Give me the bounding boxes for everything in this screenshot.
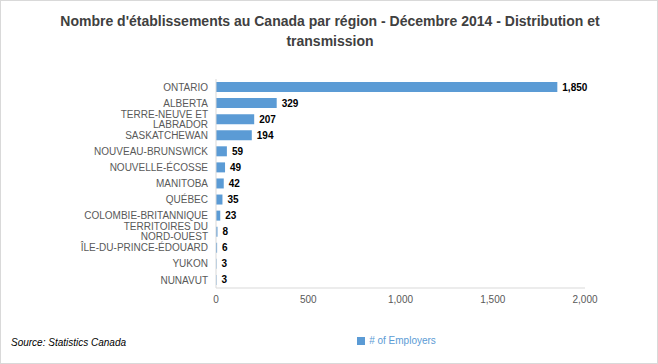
svg-text:COLOMBIE-BRITANNIQUE: COLOMBIE-BRITANNIQUE — [84, 210, 208, 221]
svg-text:207: 207 — [259, 114, 276, 125]
svg-text:SASKATCHEWAN: SASKATCHEWAN — [125, 130, 208, 141]
svg-text:MANITOBA: MANITOBA — [156, 178, 208, 189]
svg-text:42: 42 — [229, 178, 241, 189]
svg-text:8: 8 — [222, 226, 228, 237]
svg-text:NOUVEAU-BRUNSWICK: NOUVEAU-BRUNSWICK — [94, 146, 208, 157]
svg-text:1,500: 1,500 — [480, 294, 505, 305]
svg-text:59: 59 — [232, 146, 244, 157]
svg-text:35: 35 — [227, 194, 239, 205]
svg-text:194: 194 — [257, 130, 274, 141]
svg-text:QUÉBEC: QUÉBEC — [166, 193, 208, 205]
svg-text:1,000: 1,000 — [388, 294, 413, 305]
svg-text:YUKON: YUKON — [172, 258, 208, 269]
svg-text:TERRITOIRES DUNORD-OUEST: TERRITOIRES DUNORD-OUEST — [124, 221, 208, 242]
svg-text:0: 0 — [213, 294, 219, 305]
svg-text:NUNAVUT: NUNAVUT — [160, 275, 208, 286]
svg-text:329: 329 — [282, 98, 299, 109]
svg-text:6: 6 — [222, 242, 228, 253]
svg-text:2,000: 2,000 — [572, 294, 597, 305]
svg-text:1,850: 1,850 — [562, 82, 587, 93]
svg-text:NOUVELLE-ÉCOSSE: NOUVELLE-ÉCOSSE — [110, 161, 209, 173]
svg-text:ALBERTA: ALBERTA — [163, 98, 208, 109]
svg-text:TERRE-NEUVE ETLABRADOR: TERRE-NEUVE ETLABRADOR — [121, 109, 208, 130]
svg-text:ONTARIO: ONTARIO — [163, 82, 208, 93]
svg-text:23: 23 — [225, 210, 237, 221]
html-text:Source: Statistics Canada: Source: Statistics Canada — [11, 337, 127, 348]
svg-text:500: 500 — [300, 294, 317, 305]
svg-text:3: 3 — [222, 258, 228, 269]
svg-text:49: 49 — [230, 162, 242, 173]
svg-text:3: 3 — [222, 274, 228, 285]
html-text:# of Employers: # of Employers — [369, 335, 436, 346]
html-text:Nombre d'établissements au Can: Nombre d'établissements au Canada par ré… — [60, 13, 600, 49]
svg-text:ÎLE-DU-PRINCE-ÉDOUARD: ÎLE-DU-PRINCE-ÉDOUARD — [80, 241, 208, 253]
